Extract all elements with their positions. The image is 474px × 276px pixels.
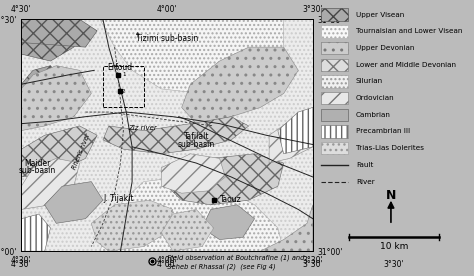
Polygon shape (100, 19, 284, 94)
Polygon shape (21, 66, 91, 131)
Bar (320, 125, 348, 138)
Polygon shape (21, 214, 51, 251)
Text: 3°30': 3°30' (384, 261, 404, 269)
Bar (320, 42, 348, 54)
Text: Lower and Middle Devonian: Lower and Middle Devonian (356, 62, 456, 68)
Bar (320, 25, 348, 38)
Polygon shape (161, 154, 226, 193)
Polygon shape (182, 47, 298, 124)
Text: 4°30': 4°30' (11, 261, 32, 269)
Polygon shape (21, 126, 97, 177)
Polygon shape (161, 209, 214, 251)
Text: Ordovician: Ordovician (356, 95, 394, 101)
Text: 2: 2 (122, 89, 126, 94)
Text: 3°30': 3°30' (302, 261, 323, 269)
Text: sub-basin: sub-basin (178, 140, 215, 148)
Bar (320, 142, 348, 154)
Text: sub-basin: sub-basin (19, 166, 56, 175)
Polygon shape (269, 117, 313, 163)
Text: Tournaisian and Lower Visean: Tournaisian and Lower Visean (356, 28, 462, 34)
Polygon shape (103, 117, 249, 154)
Text: Fault: Fault (356, 162, 373, 168)
Text: Precambrian III: Precambrian III (356, 129, 410, 134)
Polygon shape (100, 177, 284, 251)
Text: Erfoud: Erfoud (107, 63, 132, 72)
Text: †: † (136, 31, 140, 37)
Bar (320, 92, 348, 104)
Bar (103, 66, 144, 107)
Bar (320, 59, 348, 71)
Text: Maider: Maider (24, 158, 51, 168)
Text: Upper Devonian: Upper Devonian (356, 45, 414, 51)
Text: 10 km: 10 km (380, 242, 408, 251)
Text: Field observation at Boutchrafine (1) and
   Seheb el Rhassal (2)  (see Fig 4): Field observation at Boutchrafine (1) an… (161, 254, 304, 270)
Text: Upper Visean: Upper Visean (356, 12, 404, 18)
Polygon shape (21, 19, 313, 251)
Text: River: River (356, 179, 374, 185)
Text: Tafilalt: Tafilalt (183, 132, 209, 141)
Polygon shape (91, 200, 173, 251)
Polygon shape (45, 182, 103, 223)
Polygon shape (21, 66, 62, 112)
Polygon shape (278, 107, 313, 154)
Bar (320, 75, 348, 88)
Text: Ziz river: Ziz river (128, 125, 157, 131)
Polygon shape (260, 205, 313, 251)
Polygon shape (21, 19, 85, 61)
Polygon shape (21, 19, 97, 47)
Text: Trias-Lias Dolerites: Trias-Lias Dolerites (356, 145, 424, 151)
Text: 1: 1 (122, 71, 126, 76)
Text: Rheris river: Rheris river (71, 132, 91, 171)
Polygon shape (202, 205, 255, 240)
Text: Taouz: Taouz (219, 195, 241, 204)
Text: Silurian: Silurian (356, 78, 383, 84)
Polygon shape (167, 154, 284, 205)
Bar (320, 9, 348, 21)
Bar (320, 108, 348, 121)
Text: Tizimi sub-basin: Tizimi sub-basin (136, 34, 198, 43)
Text: Cambrian: Cambrian (356, 112, 391, 118)
Text: J. Tijakit: J. Tijakit (104, 194, 134, 203)
Text: N: N (386, 189, 396, 202)
Text: 4°00': 4°00' (157, 261, 177, 269)
Polygon shape (21, 158, 80, 209)
